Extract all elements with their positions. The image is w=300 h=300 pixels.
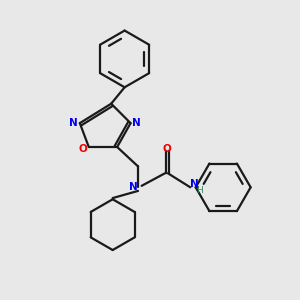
Text: N: N bbox=[129, 182, 137, 192]
Text: O: O bbox=[78, 143, 87, 154]
Text: N: N bbox=[132, 118, 141, 128]
Text: O: O bbox=[163, 143, 172, 154]
Text: N: N bbox=[190, 179, 198, 189]
Text: N: N bbox=[70, 118, 78, 128]
Text: H: H bbox=[196, 186, 202, 195]
